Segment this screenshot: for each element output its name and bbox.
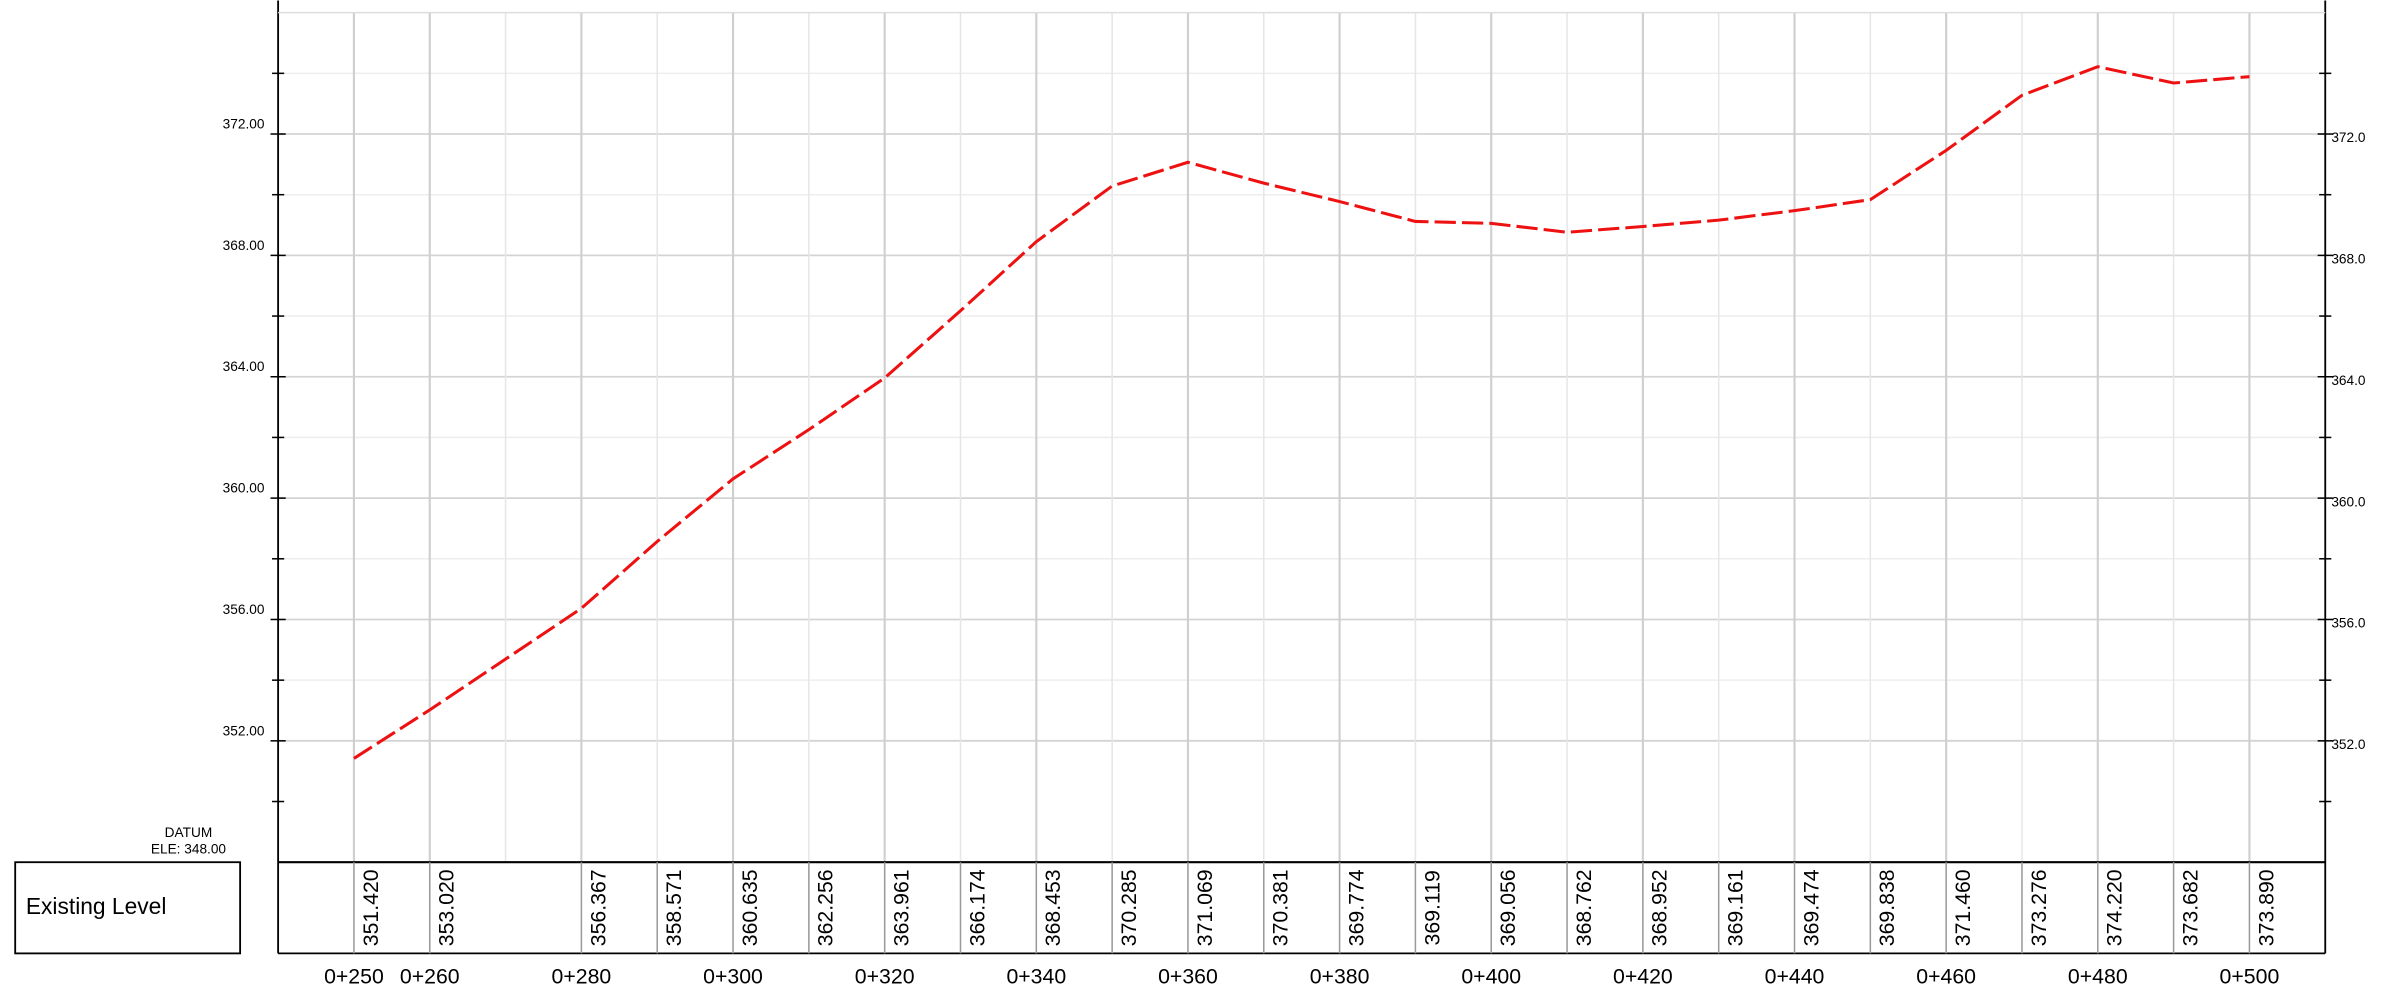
y-tick-label: 360.00 <box>223 481 265 496</box>
level-label: 368.952 <box>1648 869 1672 946</box>
level-label: 369.056 <box>1496 869 1520 946</box>
y2-tick-label: 368.0 <box>2331 252 2366 267</box>
datum-elevation: ELE: 348.00 <box>151 842 227 857</box>
y2-tick-label: 352.0 <box>2331 737 2366 752</box>
row-label: Existing Level <box>26 893 167 919</box>
level-label: 353.020 <box>435 869 459 946</box>
level-label: 369.838 <box>1875 869 1899 946</box>
y-tick-label: 372.00 <box>223 117 265 132</box>
x-tick-label: 0+320 <box>855 964 915 988</box>
datum-label: DATUM <box>165 825 213 840</box>
level-label: 373.890 <box>2254 869 2278 946</box>
y-tick-label: 364.00 <box>223 359 265 374</box>
level-label: 373.276 <box>2027 869 2051 946</box>
y2-tick-label: 372.0 <box>2331 130 2366 145</box>
x-tick-label: 0+420 <box>1613 964 1673 988</box>
x-tick-label: 0+300 <box>703 964 763 988</box>
x-tick-label: 0+380 <box>1310 964 1370 988</box>
x-tick-label: 0+400 <box>1461 964 1521 988</box>
x-tick-label: 0+260 <box>400 964 460 988</box>
level-label: 369.119 <box>1420 870 1444 945</box>
x-tick-label: 0+440 <box>1765 964 1825 988</box>
x-tick-label: 0+360 <box>1158 964 1218 988</box>
level-label: 351.420 <box>359 869 383 946</box>
level-label: 369.774 <box>1344 869 1368 946</box>
x-tick-label: 0+460 <box>1916 964 1976 988</box>
x-tick-label: 0+500 <box>2220 964 2280 988</box>
level-label: 356.367 <box>586 869 610 946</box>
level-label: 369.161 <box>1724 869 1748 946</box>
level-label: 363.961 <box>890 869 914 946</box>
level-label: 368.453 <box>1041 869 1065 946</box>
row-label-box <box>14 861 242 955</box>
level-label: 369.474 <box>1799 869 1823 946</box>
y2-tick-label: 364.0 <box>2331 373 2366 388</box>
level-label: 370.381 <box>1269 869 1293 946</box>
level-label: 370.285 <box>1117 869 1141 946</box>
level-label: 373.682 <box>2178 869 2202 946</box>
level-label: 362.256 <box>814 869 838 946</box>
y-tick-label: 368.00 <box>223 238 265 253</box>
level-label: 368.762 <box>1572 869 1596 946</box>
x-tick-label: 0+340 <box>1006 964 1066 988</box>
x-tick-label: 0+250 <box>324 964 384 988</box>
y-tick-label: 356.00 <box>223 602 265 617</box>
y2-tick-label: 360.0 <box>2331 494 2366 509</box>
level-label: 374.220 <box>2103 869 2127 946</box>
level-label: 366.174 <box>965 869 989 946</box>
x-tick-label: 0+280 <box>552 964 612 988</box>
y2-tick-label: 356.0 <box>2331 616 2366 631</box>
y-tick-label: 352.00 <box>223 723 265 738</box>
profile-line <box>353 65 2250 760</box>
x-tick-label: 0+480 <box>2068 964 2128 988</box>
level-label: 358.571 <box>662 869 686 946</box>
level-label: 371.069 <box>1193 869 1217 946</box>
level-label: 360.635 <box>738 869 762 946</box>
level-label: 371.460 <box>1951 869 1975 946</box>
